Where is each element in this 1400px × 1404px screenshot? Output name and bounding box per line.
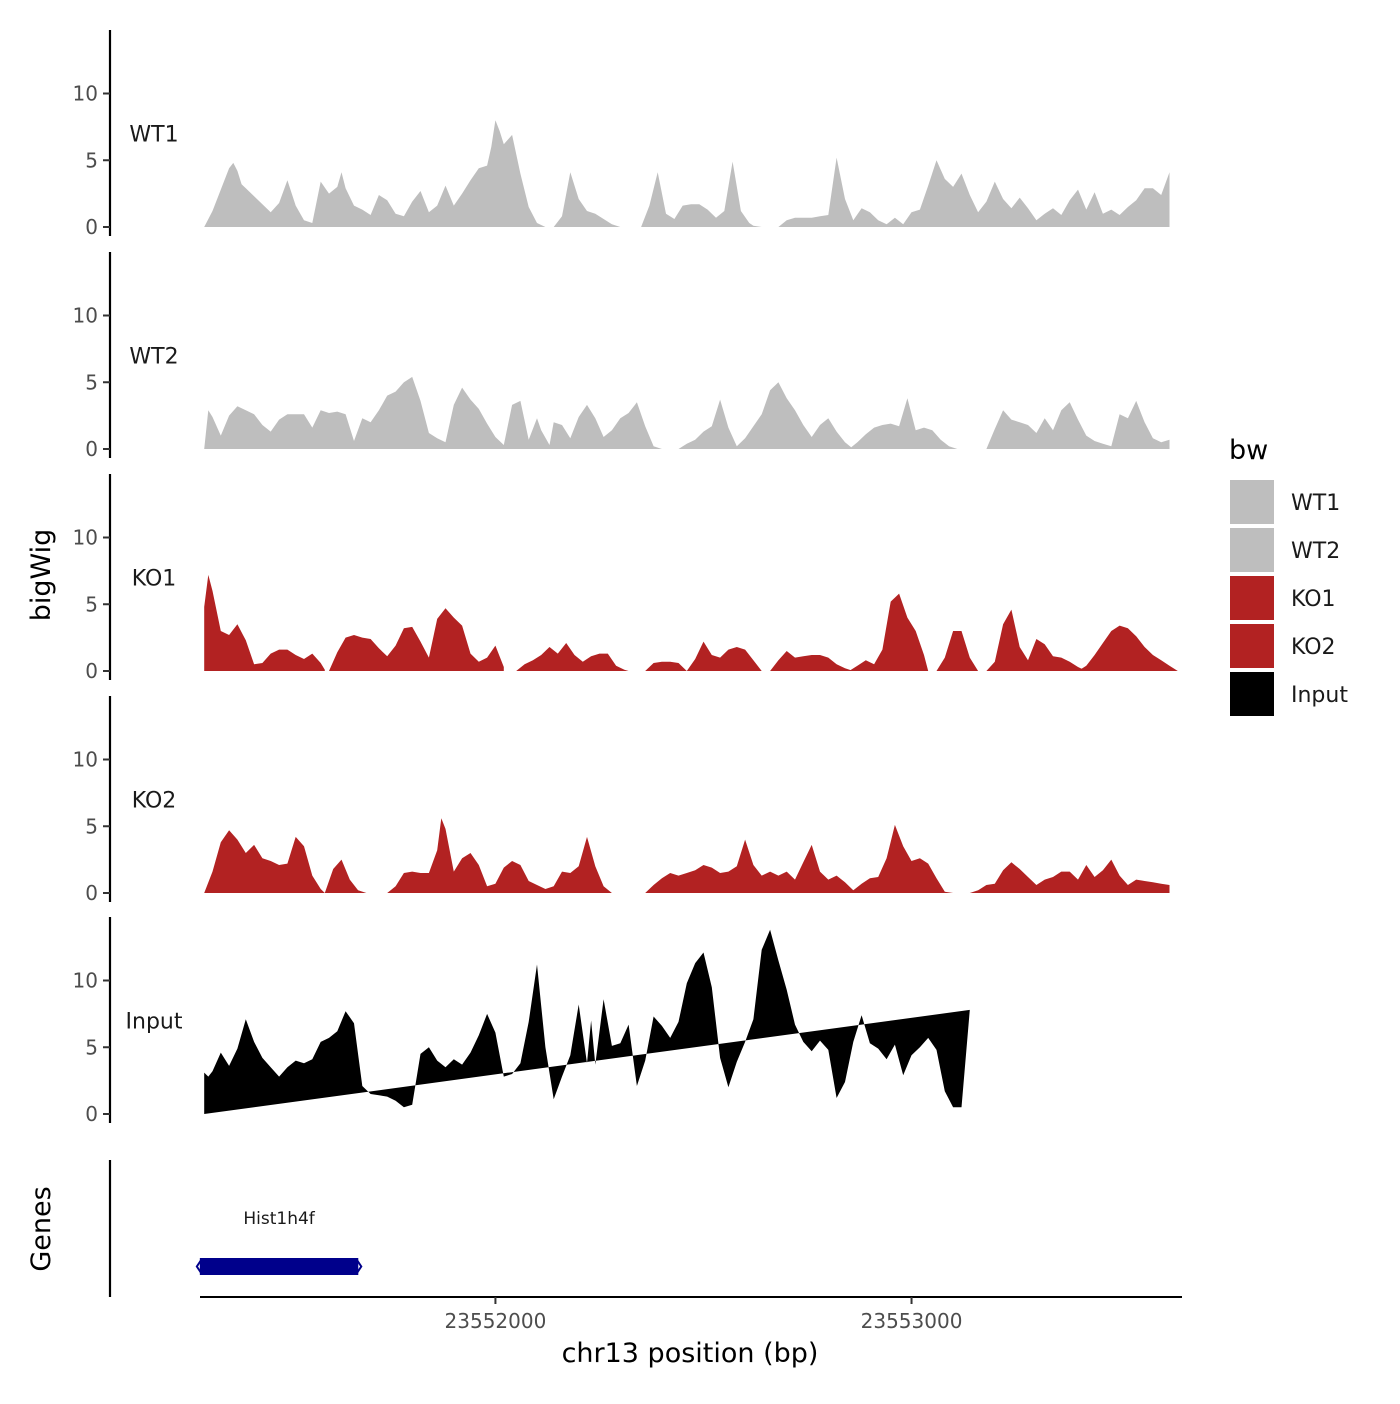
coverage-area-ko1 — [645, 661, 687, 671]
y-tick-label: 0 — [85, 1102, 98, 1126]
coverage-area-ko2 — [387, 818, 612, 893]
track-wt1: 0 5 10 WT1 — [73, 30, 1170, 239]
y-tick-label: 5 — [85, 814, 98, 838]
x-tick-label: 23552000 — [445, 1309, 547, 1333]
coverage-area-ko1 — [516, 643, 629, 671]
coverage-area-ko1 — [936, 631, 979, 671]
genes-panel: Hist1h4f — [108, 1160, 363, 1297]
coverage-area-wt1 — [204, 120, 546, 227]
track-ko2: 0 5 10 KO2 — [73, 696, 1170, 905]
coverage-area-ko2 — [969, 859, 1170, 893]
coverage-area-wt1 — [641, 161, 779, 227]
coverage-area-wt1 — [778, 157, 1170, 227]
coverage-area-ko2 — [204, 830, 325, 893]
legend-swatch-input — [1230, 672, 1274, 716]
x-tick-label: 23553000 — [861, 1309, 963, 1333]
y-tick-label: 10 — [73, 304, 98, 328]
y-tick-label: 5 — [85, 1035, 98, 1059]
track-label-ko1: KO1 — [132, 567, 177, 592]
y-tick-label: 10 — [73, 969, 98, 993]
legend-swatch-wt1 — [1230, 480, 1274, 524]
coverage-area-wt1 — [553, 172, 637, 227]
coverage-area-wt2 — [849, 398, 958, 449]
y-tick-label: 0 — [85, 881, 98, 905]
gene-label: Hist1h4f — [243, 1209, 315, 1229]
legend-label-ko1: KO1 — [1291, 587, 1336, 612]
x-axis-title: chr13 position (bp) — [562, 1338, 819, 1369]
y-tick-label: 5 — [85, 148, 98, 172]
genes-axis-title: Genes — [26, 1186, 57, 1271]
y-tick-label: 10 — [73, 82, 98, 106]
coverage-area-wt2 — [204, 376, 679, 449]
track-wt2: 0 5 10 WT2 — [73, 252, 1170, 461]
coverage-area-ko2 — [645, 824, 979, 893]
coverage-area-ko2 — [324, 859, 367, 893]
track-label-wt1: WT1 — [129, 123, 178, 148]
legend-label-wt2: WT2 — [1291, 539, 1340, 564]
legend-swatch-ko2 — [1230, 624, 1274, 668]
y-tick-label: 0 — [85, 215, 98, 239]
track-label-wt2: WT2 — [129, 345, 178, 370]
track-input: 0 5 10 Input — [73, 917, 970, 1126]
legend-label-wt1: WT1 — [1291, 491, 1340, 516]
coverage-area-wt2 — [986, 400, 1170, 449]
y-tick-label: 0 — [85, 659, 98, 683]
track-label-input: Input — [126, 1010, 183, 1035]
coverage-area-ko1 — [686, 641, 762, 671]
coverage-area-wt2 — [678, 382, 854, 449]
legend-label-input: Input — [1291, 683, 1348, 708]
coverage-area-ko1 — [329, 608, 504, 671]
y-tick-label: 5 — [85, 592, 98, 616]
track-label-ko2: KO2 — [132, 789, 177, 814]
y-tick-label: 10 — [73, 748, 98, 772]
coverage-area-ko1 — [986, 609, 1087, 671]
y-tick-label: 10 — [73, 526, 98, 550]
legend-label-ko2: KO2 — [1291, 635, 1336, 660]
coverage-area-ko1 — [849, 593, 929, 671]
legend-swatch-wt2 — [1230, 528, 1274, 572]
y-tick-label: 0 — [85, 437, 98, 461]
strand-arrow-left — [195, 1258, 203, 1275]
y-tick-label: 5 — [85, 370, 98, 394]
tracks-layer: 0 5 10 WT1 0 5 10 WT2 0 5 10 KO1 0 5 10 KO2 0 5 10 Input — [73, 30, 1178, 1126]
strand-arrow-right — [355, 1258, 363, 1275]
legend-title: bw — [1229, 435, 1268, 466]
legend: bw WT1 WT2 KO1 KO2 Input — [1229, 435, 1348, 716]
coverage-area-ko1 — [770, 651, 854, 671]
x-axis: 23552000 23553000 — [200, 1296, 1182, 1333]
gene-model — [199, 1258, 359, 1275]
coverage-area-ko1 — [1078, 625, 1178, 671]
coverage-area-ko1 — [204, 574, 325, 671]
track-ko1: 0 5 10 KO1 — [73, 474, 1178, 683]
coverage-area-input — [204, 929, 970, 1114]
legend-swatch-ko1 — [1230, 576, 1274, 620]
y-axis-title: bigWig — [26, 529, 57, 622]
